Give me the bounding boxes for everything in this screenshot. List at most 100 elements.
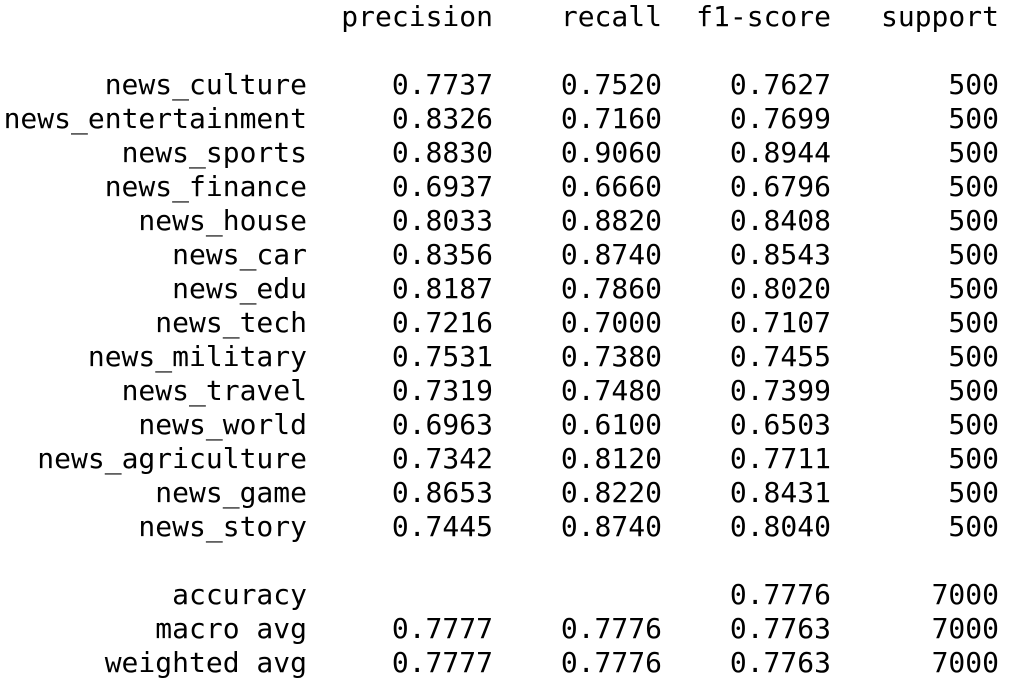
f1-score-value: 0.8431 [729, 476, 831, 509]
summary-row: accuracy 0.7776 7000 [0, 578, 1028, 612]
row-label: news_story [138, 510, 307, 543]
support-value: 7000 [931, 646, 999, 679]
precision-value: 0.7777 [391, 646, 493, 679]
class-row: news_tech 0.7216 0.7000 0.7107 500 [0, 306, 1028, 340]
support-value: 500 [948, 136, 999, 169]
precision-value: 0.8187 [391, 272, 493, 305]
recall-value: 0.7160 [560, 102, 662, 135]
recall-value: 0.9060 [560, 136, 662, 169]
recall-value: 0.8220 [560, 476, 662, 509]
f1-score-value: 0.6796 [729, 170, 831, 203]
support-value: 500 [948, 306, 999, 339]
row-label: macro avg [155, 612, 307, 645]
f1-score-value: 0.7699 [729, 102, 831, 135]
precision-value: 0.7531 [391, 340, 493, 373]
recall-value: 0.7520 [560, 68, 662, 101]
recall-value: 0.8820 [560, 204, 662, 237]
precision-value: 0.7342 [391, 442, 493, 475]
spacer [0, 34, 1028, 68]
precision-value: 0.8326 [391, 102, 493, 135]
row-label: news_tech [155, 306, 307, 339]
f1-score-value: 0.7627 [729, 68, 831, 101]
f1-score-value: 0.7763 [729, 612, 831, 645]
f1-score-value: 0.8020 [729, 272, 831, 305]
support-value: 500 [948, 476, 999, 509]
support-value: 500 [948, 408, 999, 441]
support-value: 500 [948, 238, 999, 271]
support-value: 500 [948, 272, 999, 305]
precision-value: 0.8033 [391, 204, 493, 237]
row-label: news_edu [172, 272, 307, 305]
precision-value: 0.7777 [391, 612, 493, 645]
precision-value: 0.6937 [391, 170, 493, 203]
summary-row: macro avg 0.7777 0.7776 0.7763 7000 [0, 612, 1028, 646]
precision-value: 0.8356 [391, 238, 493, 271]
f1-score-value: 0.7455 [729, 340, 831, 373]
support-value: 7000 [931, 612, 999, 645]
row-label: news_sports [121, 136, 307, 169]
recall-value: 0.7000 [560, 306, 662, 339]
precision-value: 0.7216 [391, 306, 493, 339]
precision-value: 0.7319 [391, 374, 493, 407]
recall-value: 0.7480 [560, 374, 662, 407]
recall-value: 0.7776 [560, 612, 662, 645]
header-precision: precision [341, 0, 493, 33]
f1-score-value: 0.7107 [729, 306, 831, 339]
recall-value: 0.8740 [560, 238, 662, 271]
header-support: support [880, 0, 999, 33]
support-value: 7000 [931, 578, 999, 611]
recall-value: 0.8740 [560, 510, 662, 543]
f1-score-value: 0.6503 [729, 408, 831, 441]
row-label: news_agriculture [37, 442, 307, 475]
class-row: news_edu 0.8187 0.7860 0.8020 500 [0, 272, 1028, 306]
header-recall: recall [560, 0, 662, 33]
class-row: news_house 0.8033 0.8820 0.8408 500 [0, 204, 1028, 238]
row-label: news_car [172, 238, 307, 271]
f1-score-value: 0.8040 [729, 510, 831, 543]
row-label: news_game [155, 476, 307, 509]
support-value: 500 [948, 68, 999, 101]
summary-rows: accuracy 0.7776 7000 macro avg 0.7777 0.7776 0… [0, 578, 1028, 680]
class-rows: news_culture 0.7737 0.7520 0.7627 500 news_en… [0, 68, 1028, 544]
precision-value: 0.8653 [391, 476, 493, 509]
f1-score-value: 0.8543 [729, 238, 831, 271]
row-label: news_military [87, 340, 307, 373]
f1-score-value: 0.7776 [729, 578, 831, 611]
support-value: 500 [948, 102, 999, 135]
row-label: news_travel [121, 374, 307, 407]
header-f1-score: f1-score [696, 0, 831, 33]
recall-value: 0.7776 [560, 646, 662, 679]
support-value: 500 [948, 510, 999, 543]
class-row: news_game 0.8653 0.8220 0.8431 500 [0, 476, 1028, 510]
precision-value: 0.7445 [391, 510, 493, 543]
f1-score-value: 0.7711 [729, 442, 831, 475]
class-row: news_culture 0.7737 0.7520 0.7627 500 [0, 68, 1028, 102]
row-label: accuracy [172, 578, 307, 611]
class-row: news_finance 0.6937 0.6660 0.6796 500 [0, 170, 1028, 204]
support-value: 500 [948, 442, 999, 475]
support-value: 500 [948, 374, 999, 407]
recall-value: 0.7860 [560, 272, 662, 305]
support-value: 500 [948, 340, 999, 373]
summary-row: weighted avg 0.7777 0.7776 0.7763 7000 [0, 646, 1028, 680]
recall-value: 0.7380 [560, 340, 662, 373]
recall-value: 0.8120 [560, 442, 662, 475]
row-label: news_culture [104, 68, 307, 101]
row-label: news_finance [104, 170, 307, 203]
row-label: weighted avg [104, 646, 307, 679]
support-value: 500 [948, 170, 999, 203]
row-label: news_entertainment [3, 102, 307, 135]
support-value: 500 [948, 204, 999, 237]
class-row: news_entertainment 0.8326 0.7160 0.7699 500 [0, 102, 1028, 136]
class-row: news_military 0.7531 0.7380 0.7455 500 [0, 340, 1028, 374]
classification-report: precision recall f1-score support news_c… [0, 0, 1028, 680]
class-row: news_world 0.6963 0.6100 0.6503 500 [0, 408, 1028, 442]
class-row: news_travel 0.7319 0.7480 0.7399 500 [0, 374, 1028, 408]
recall-value: 0.6100 [560, 408, 662, 441]
precision-value: 0.6963 [391, 408, 493, 441]
precision-value: 0.8830 [391, 136, 493, 169]
precision-value: 0.7737 [391, 68, 493, 101]
recall-value: 0.6660 [560, 170, 662, 203]
f1-score-value: 0.8944 [729, 136, 831, 169]
f1-score-value: 0.7763 [729, 646, 831, 679]
